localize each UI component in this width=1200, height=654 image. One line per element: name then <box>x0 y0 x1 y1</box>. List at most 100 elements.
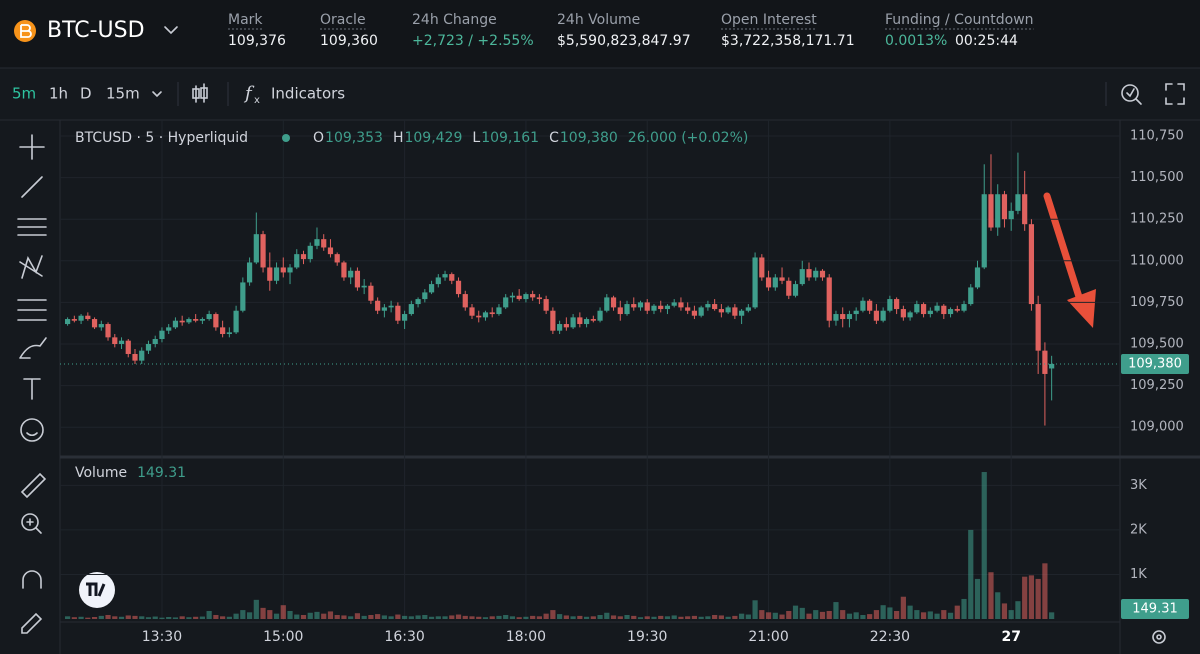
lock-tool[interactable] <box>21 612 43 634</box>
candle-body <box>536 297 542 300</box>
x-tick-label: 16:30 <box>384 629 424 645</box>
candle-body <box>941 305 947 315</box>
candle-body <box>152 339 158 345</box>
interval-button[interactable]: 15m <box>106 85 140 103</box>
volume-bar <box>85 617 91 619</box>
volume-bar <box>550 610 556 619</box>
trendline-tool[interactable] <box>21 176 43 198</box>
magnet-tool[interactable] <box>22 570 42 589</box>
volume-bar <box>503 614 509 619</box>
volume-bar <box>894 610 900 619</box>
candle-body <box>496 307 502 315</box>
candle-body <box>273 267 280 281</box>
last-price-tag <box>1121 353 1189 374</box>
fullscreen-icon[interactable] <box>1165 83 1185 105</box>
candle-body <box>482 312 489 318</box>
interval-dropdown[interactable] <box>152 91 162 98</box>
fx-icon-x[interactable]: x <box>254 95 260 106</box>
candle-body <box>395 305 401 321</box>
candle-body <box>240 282 246 311</box>
brush-tool[interactable] <box>19 337 47 359</box>
candle-body <box>321 239 327 248</box>
text-tool[interactable] <box>23 378 41 400</box>
fib-tool[interactable] <box>17 218 47 236</box>
interval-button[interactable]: 1h <box>49 85 68 103</box>
interval-button[interactable]: D <box>80 85 92 103</box>
tv-logo-glyph[interactable] <box>86 582 106 597</box>
emoji-tool-smile[interactable] <box>26 432 38 437</box>
volume-bar <box>375 614 381 619</box>
volume-bar <box>813 610 819 619</box>
volume-bar <box>166 616 172 619</box>
projection-tool[interactable] <box>17 299 47 321</box>
y-tick-label: 110,500 <box>1130 170 1184 185</box>
symbol-dropdown[interactable] <box>164 26 178 35</box>
stat-value: $5,590,823,847.97 <box>557 33 691 49</box>
candle-body <box>455 280 462 295</box>
volume-bar <box>462 615 468 619</box>
volume-bar <box>927 611 933 619</box>
volume-bar <box>705 616 711 619</box>
stat-label: Mark <box>228 12 263 28</box>
candle-body <box>900 309 906 318</box>
volume-bar <box>806 613 812 619</box>
volume-bar <box>914 610 920 619</box>
candle-body <box>509 295 516 298</box>
indicators-button[interactable]: Indicators <box>271 85 345 103</box>
candle-body <box>590 319 596 321</box>
crosshair-tool[interactable] <box>19 134 45 160</box>
volume-bar <box>617 616 623 619</box>
candle-body <box>651 305 657 311</box>
volume-bar <box>314 611 320 619</box>
volume-bar <box>941 610 947 619</box>
volume-bar <box>853 612 859 619</box>
volume-bar <box>981 472 987 619</box>
volume-bar <box>199 616 205 619</box>
candle-body <box>961 304 967 311</box>
x-tick-label: 22:30 <box>870 629 910 645</box>
candle-body <box>145 344 152 351</box>
candle-body <box>759 257 765 278</box>
candle-body <box>550 310 556 331</box>
x-tick-label: 13:30 <box>142 629 182 645</box>
volume-bar <box>489 616 495 619</box>
candle-body <box>988 194 994 228</box>
zoom-tool-glyph[interactable] <box>26 518 42 534</box>
volume-bar <box>509 616 516 619</box>
zoom-tool[interactable] <box>21 513 39 531</box>
emoji-tool[interactable] <box>20 418 44 442</box>
volume-bar <box>78 616 84 619</box>
volume-bar <box>98 615 104 619</box>
candle-body <box>631 304 637 308</box>
interval-button[interactable]: 5m <box>12 85 36 103</box>
candle-body <box>139 350 145 361</box>
volume-bar <box>543 613 549 619</box>
volume-bar <box>1008 610 1014 619</box>
volume-bar <box>846 613 853 619</box>
candles-icon[interactable] <box>192 83 208 103</box>
symbol[interactable]: BTC-USD <box>47 18 145 43</box>
candle-body <box>779 277 785 281</box>
pattern-tool[interactable] <box>19 255 43 279</box>
settings-icon[interactable] <box>1152 630 1166 644</box>
volume-bar <box>112 616 118 619</box>
volume-bar <box>482 617 489 619</box>
ruler-tool[interactable] <box>20 472 47 499</box>
candle-body <box>469 307 475 316</box>
volume-bar <box>132 615 138 619</box>
volume-bar <box>961 598 967 619</box>
volume-bar <box>280 605 286 619</box>
volume-bar <box>395 614 401 619</box>
candle-body <box>671 302 677 306</box>
volume-bar <box>213 614 219 619</box>
snapshot-icon[interactable] <box>1121 84 1142 105</box>
volume-bar <box>327 611 334 619</box>
volume-bar <box>516 617 522 619</box>
volume-bar <box>186 617 192 619</box>
volume-bar <box>610 615 617 619</box>
volume-bar <box>476 616 482 619</box>
volume-bar <box>954 605 960 619</box>
volume-bar <box>193 616 199 619</box>
y-tick-label: 109,500 <box>1130 337 1184 352</box>
